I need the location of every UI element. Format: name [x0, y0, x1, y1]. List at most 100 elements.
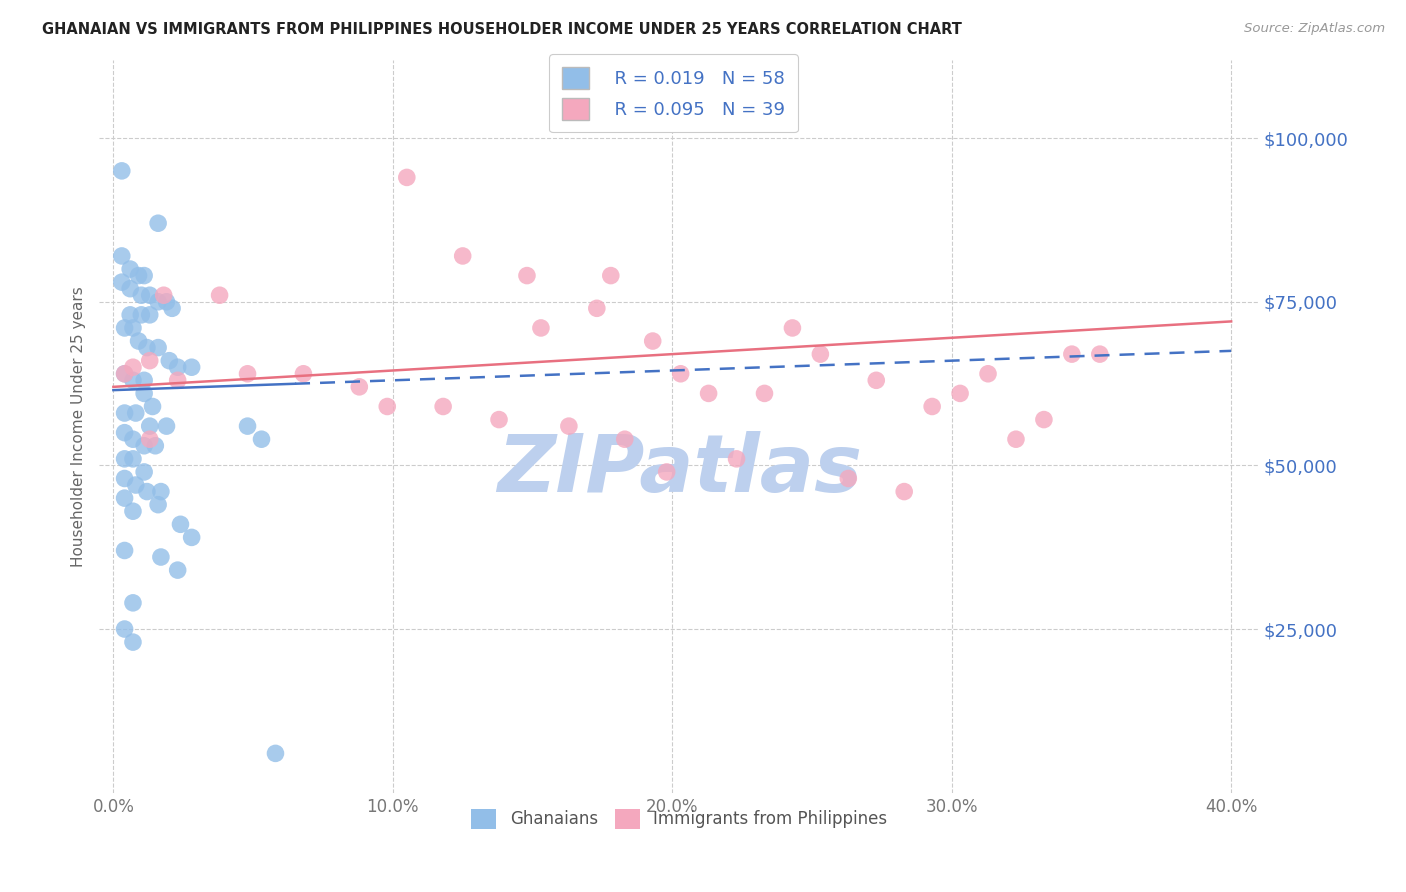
- Point: [114, 491, 136, 505]
- Point: [166, 373, 188, 387]
- Point: [166, 563, 188, 577]
- Point: [669, 367, 692, 381]
- Point: [114, 367, 136, 381]
- Point: [166, 360, 188, 375]
- Point: [808, 347, 831, 361]
- Point: [134, 386, 156, 401]
- Point: [111, 275, 134, 289]
- Point: [114, 471, 136, 485]
- Point: [134, 465, 156, 479]
- Point: [136, 484, 159, 499]
- Point: [516, 268, 538, 283]
- Point: [138, 353, 160, 368]
- Point: [122, 596, 145, 610]
- Point: [128, 268, 150, 283]
- Point: [488, 412, 510, 426]
- Point: [122, 373, 145, 387]
- Point: [149, 549, 172, 564]
- Point: [697, 386, 720, 401]
- Y-axis label: Householder Income Under 25 years: Householder Income Under 25 years: [72, 285, 86, 566]
- Point: [782, 321, 804, 335]
- Point: [558, 419, 581, 434]
- Point: [530, 321, 553, 335]
- Point: [208, 288, 231, 302]
- Point: [375, 400, 398, 414]
- Point: [141, 400, 163, 414]
- Point: [146, 341, 169, 355]
- Text: GHANAIAN VS IMMIGRANTS FROM PHILIPPINES HOUSEHOLDER INCOME UNDER 25 YEARS CORREL: GHANAIAN VS IMMIGRANTS FROM PHILIPPINES …: [42, 22, 962, 37]
- Point: [180, 360, 202, 375]
- Point: [725, 451, 748, 466]
- Point: [114, 406, 136, 420]
- Point: [136, 341, 159, 355]
- Point: [114, 425, 136, 440]
- Point: [122, 451, 145, 466]
- Point: [122, 635, 145, 649]
- Point: [114, 543, 136, 558]
- Point: [155, 419, 177, 434]
- Point: [655, 465, 678, 479]
- Point: [157, 353, 180, 368]
- Point: [250, 432, 273, 446]
- Point: [122, 360, 145, 375]
- Point: [1032, 412, 1054, 426]
- Point: [865, 373, 887, 387]
- Point: [122, 504, 145, 518]
- Point: [155, 294, 177, 309]
- Point: [111, 164, 134, 178]
- Point: [152, 288, 174, 302]
- Point: [128, 334, 150, 348]
- Point: [120, 282, 142, 296]
- Point: [641, 334, 664, 348]
- Point: [134, 373, 156, 387]
- Point: [143, 439, 166, 453]
- Point: [125, 478, 148, 492]
- Point: [921, 400, 943, 414]
- Text: ZIPatlas: ZIPatlas: [496, 431, 862, 509]
- Point: [236, 367, 259, 381]
- Point: [585, 301, 607, 316]
- Point: [1088, 347, 1111, 361]
- Point: [120, 262, 142, 277]
- Point: [146, 216, 169, 230]
- Point: [125, 406, 148, 420]
- Point: [180, 530, 202, 544]
- Point: [264, 747, 287, 761]
- Point: [292, 367, 315, 381]
- Point: [146, 498, 169, 512]
- Point: [236, 419, 259, 434]
- Point: [149, 484, 172, 499]
- Point: [893, 484, 915, 499]
- Point: [160, 301, 183, 316]
- Point: [1060, 347, 1083, 361]
- Point: [114, 367, 136, 381]
- Point: [114, 321, 136, 335]
- Point: [451, 249, 474, 263]
- Point: [432, 400, 454, 414]
- Point: [949, 386, 972, 401]
- Point: [138, 419, 160, 434]
- Point: [754, 386, 776, 401]
- Point: [977, 367, 1000, 381]
- Point: [146, 294, 169, 309]
- Point: [169, 517, 191, 532]
- Point: [114, 451, 136, 466]
- Point: [138, 308, 160, 322]
- Legend: Ghanaians, Immigrants from Philippines: Ghanaians, Immigrants from Philippines: [465, 802, 894, 836]
- Point: [599, 268, 621, 283]
- Point: [395, 170, 418, 185]
- Point: [120, 308, 142, 322]
- Point: [111, 249, 134, 263]
- Point: [349, 380, 371, 394]
- Point: [134, 439, 156, 453]
- Text: Source: ZipAtlas.com: Source: ZipAtlas.com: [1244, 22, 1385, 36]
- Point: [134, 268, 156, 283]
- Point: [122, 432, 145, 446]
- Point: [837, 471, 859, 485]
- Point: [114, 622, 136, 636]
- Point: [1005, 432, 1028, 446]
- Point: [122, 321, 145, 335]
- Point: [131, 288, 153, 302]
- Point: [138, 432, 160, 446]
- Point: [613, 432, 636, 446]
